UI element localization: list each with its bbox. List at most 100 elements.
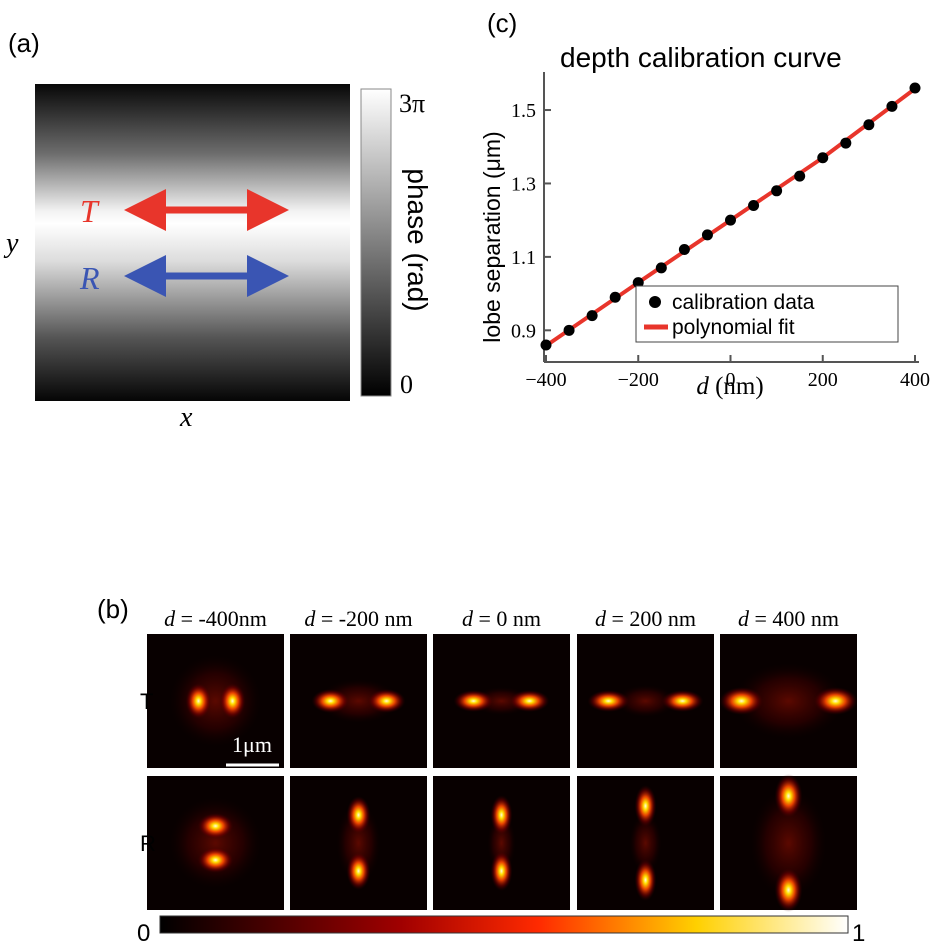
x-axis-label: x: [179, 402, 193, 433]
y-tick-label: 1.3: [511, 173, 536, 195]
psf-tile-r: [577, 776, 714, 910]
psf-lobe: [661, 690, 704, 712]
psf-halo: [750, 788, 827, 898]
psf-halo: [733, 663, 844, 739]
psf-lobe: [197, 847, 234, 873]
phase-map: [35, 84, 350, 401]
legend-label-calibration: calibration data: [672, 291, 815, 314]
data-point: [725, 214, 736, 226]
phase-colorbar-max: 3π: [399, 89, 425, 118]
psf-lobe: [197, 813, 234, 839]
column-header-var: d: [462, 606, 474, 631]
scale-bar-label: 1μm: [232, 732, 272, 757]
psf-tile-r: [720, 774, 857, 912]
psf-tiles: [147, 634, 858, 912]
arrow-label-t: T: [80, 193, 100, 229]
phase-colorbar-label: phase (rad): [402, 168, 433, 311]
x-tick-label: 400: [900, 369, 930, 391]
panel-c-label: (c): [487, 8, 517, 38]
psf-lobe: [490, 795, 513, 835]
legend-box: [635, 285, 899, 343]
data-point: [586, 310, 598, 322]
phase-colorbar-min: 0: [400, 370, 413, 399]
points-group: [540, 82, 921, 351]
intensity-colorbar-min: 0: [137, 920, 150, 943]
data-point: [886, 100, 898, 112]
column-header-var: d: [304, 606, 316, 631]
column-header: d = 400 nm: [738, 606, 839, 631]
psf-lobe: [587, 690, 630, 712]
panel-a: (a) y x T R 3π 0 phase (rad): [3, 28, 433, 433]
psf-halo: [615, 685, 676, 717]
psf-tile-r: [433, 776, 570, 910]
column-header-value: = 0 nm: [473, 606, 541, 631]
psf-halo: [336, 803, 381, 883]
row-label-r: R: [140, 831, 156, 856]
panel-c: (c) depth calibration curve lobe separat…: [479, 8, 930, 400]
psf-tile-t: [433, 634, 570, 768]
data-point: [771, 185, 783, 197]
column-header: d = 0 nm: [462, 606, 541, 631]
psf-tile-r: [290, 776, 427, 910]
data-point: [748, 199, 760, 211]
data-point: [863, 119, 875, 131]
psf-halo: [169, 797, 262, 889]
intensity-colorbar-max: 1: [852, 920, 865, 943]
data-point: [609, 291, 621, 303]
y-tick-label: 0.9: [511, 320, 536, 342]
column-header-var: d: [595, 606, 607, 631]
psf-lobe: [185, 683, 212, 719]
psf-lobe: [509, 690, 550, 712]
panel-b-label: (b): [97, 594, 129, 624]
psf-lobe: [346, 852, 371, 890]
y-axis-label: y: [3, 228, 19, 259]
psf-lobe: [719, 687, 764, 715]
data-point: [632, 277, 644, 289]
psf-lobe: [490, 851, 513, 891]
psf-tile-t: [577, 634, 714, 768]
psf-lobe: [634, 859, 657, 901]
psf-lobe: [634, 785, 657, 827]
x-axis-unit: (nm): [709, 373, 764, 400]
column-header-value: = -200 nm: [315, 606, 412, 631]
psf-lobe: [346, 796, 371, 834]
y-axis-title: lobe separation (μm): [479, 131, 505, 342]
x-tick-label: 200: [808, 369, 838, 391]
legend-label-fit: polynomial fit: [672, 316, 795, 339]
x-tick-label: −400: [525, 369, 566, 391]
y-tick-label: 1.1: [511, 247, 536, 269]
column-header-value: = -400nm: [175, 606, 267, 631]
arrow-label-r: R: [79, 260, 100, 296]
column-header-value: = 200 nm: [606, 606, 696, 631]
data-point: [701, 229, 713, 241]
data-point: [909, 82, 921, 94]
psf-tile-t: [290, 634, 427, 768]
psf-lobe: [774, 774, 803, 818]
psf-halo: [629, 813, 662, 873]
data-point: [563, 324, 575, 336]
legend: calibration data polynomial fit: [635, 285, 899, 343]
psf-tile-t: [147, 634, 284, 768]
column-header: d = -400nm: [164, 606, 267, 631]
psf-lobe: [453, 690, 494, 712]
psf-halo: [169, 655, 262, 747]
x-tick-label: −200: [618, 369, 659, 391]
legend-marker-calibration: [649, 296, 661, 308]
column-header: d = 200 nm: [595, 606, 696, 631]
column-header: d = -200 nm: [304, 606, 412, 631]
data-point: [840, 137, 852, 149]
phase-colorbar: [360, 88, 392, 397]
chart-title: depth calibration curve: [560, 42, 842, 73]
psf-lobe: [813, 687, 858, 715]
column-header-var: d: [738, 606, 750, 631]
psf-lobe: [774, 868, 803, 912]
panel-a-label: (a): [8, 28, 40, 58]
intensity-colorbar: [159, 915, 849, 934]
x-tick-label: 0: [726, 369, 736, 391]
psf-lobe: [219, 683, 246, 719]
column-header-var: d: [164, 606, 176, 631]
x-axis-title: d (nm): [696, 373, 763, 400]
psf-lobe: [311, 689, 350, 713]
panel-b: (b) d = -400nm d = -200 nm d = 0 nm d = 200…: [97, 594, 865, 943]
